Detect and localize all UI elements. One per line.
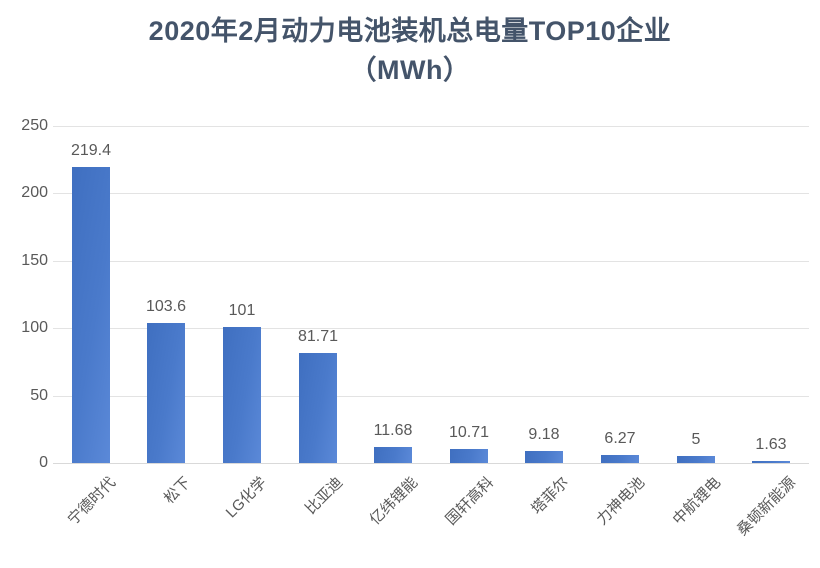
bar-value-label: 11.68 xyxy=(373,422,413,439)
y-tick-label-50: 50 xyxy=(30,387,48,404)
x-category-label: 中航锂电 xyxy=(669,474,725,529)
bar-LG化学 xyxy=(223,327,261,463)
bar-松下 xyxy=(147,323,185,463)
x-category-label: 力神电池 xyxy=(593,474,649,529)
gridline-y100 xyxy=(53,328,809,329)
bar-国轩高科 xyxy=(450,449,488,463)
bar-比亚迪 xyxy=(299,353,337,463)
bar-宁德时代 xyxy=(72,167,110,463)
bar-力神电池 xyxy=(601,455,639,463)
y-tick-label-200: 200 xyxy=(21,184,48,201)
gridline-y0 xyxy=(53,463,809,464)
chart-title: 2020年2月动力电池装机总电量TOP10企业 （MWh） xyxy=(0,12,820,90)
x-category-label: 国轩高科 xyxy=(442,474,498,529)
bar-value-label: 81.71 xyxy=(297,328,339,345)
chart-title-line1: 2020年2月动力电池装机总电量TOP10企业 xyxy=(148,16,672,46)
x-category-label: 桑顿新能源 xyxy=(733,474,800,540)
bar-塔菲尔 xyxy=(525,451,563,463)
y-tick-label-150: 150 xyxy=(21,252,48,269)
chart-title-line2: （MWh） xyxy=(349,55,471,85)
x-category-label: 亿纬锂能 xyxy=(366,474,422,529)
bar-桑顿新能源 xyxy=(752,461,790,463)
x-category-label: LG化学 xyxy=(222,474,271,522)
bar-value-label: 6.27 xyxy=(604,430,636,447)
y-tick-label-100: 100 xyxy=(21,319,48,336)
gridline-y250 xyxy=(53,126,809,127)
bar-value-label: 5 xyxy=(691,431,701,448)
bar-value-label: 103.6 xyxy=(145,298,187,315)
y-tick-label-250: 250 xyxy=(21,117,48,134)
bar-value-label: 101 xyxy=(228,302,256,319)
x-category-label: 宁德时代 xyxy=(64,474,120,529)
gridline-y200 xyxy=(53,193,809,194)
x-category-label: 松下 xyxy=(160,474,195,508)
gridline-y50 xyxy=(53,396,809,397)
bar-亿纬锂能 xyxy=(374,447,412,463)
bar-value-label: 1.63 xyxy=(755,436,787,453)
x-category-label: 比亚迪 xyxy=(302,474,347,518)
bar-value-label: 9.18 xyxy=(528,426,560,443)
bar-value-label: 219.4 xyxy=(70,142,112,159)
bar-中航锂电 xyxy=(677,456,715,463)
bar-value-label: 10.71 xyxy=(448,424,490,441)
gridline-y150 xyxy=(53,261,809,262)
x-category-label: 塔菲尔 xyxy=(528,474,573,518)
y-tick-label-0: 0 xyxy=(39,454,48,471)
